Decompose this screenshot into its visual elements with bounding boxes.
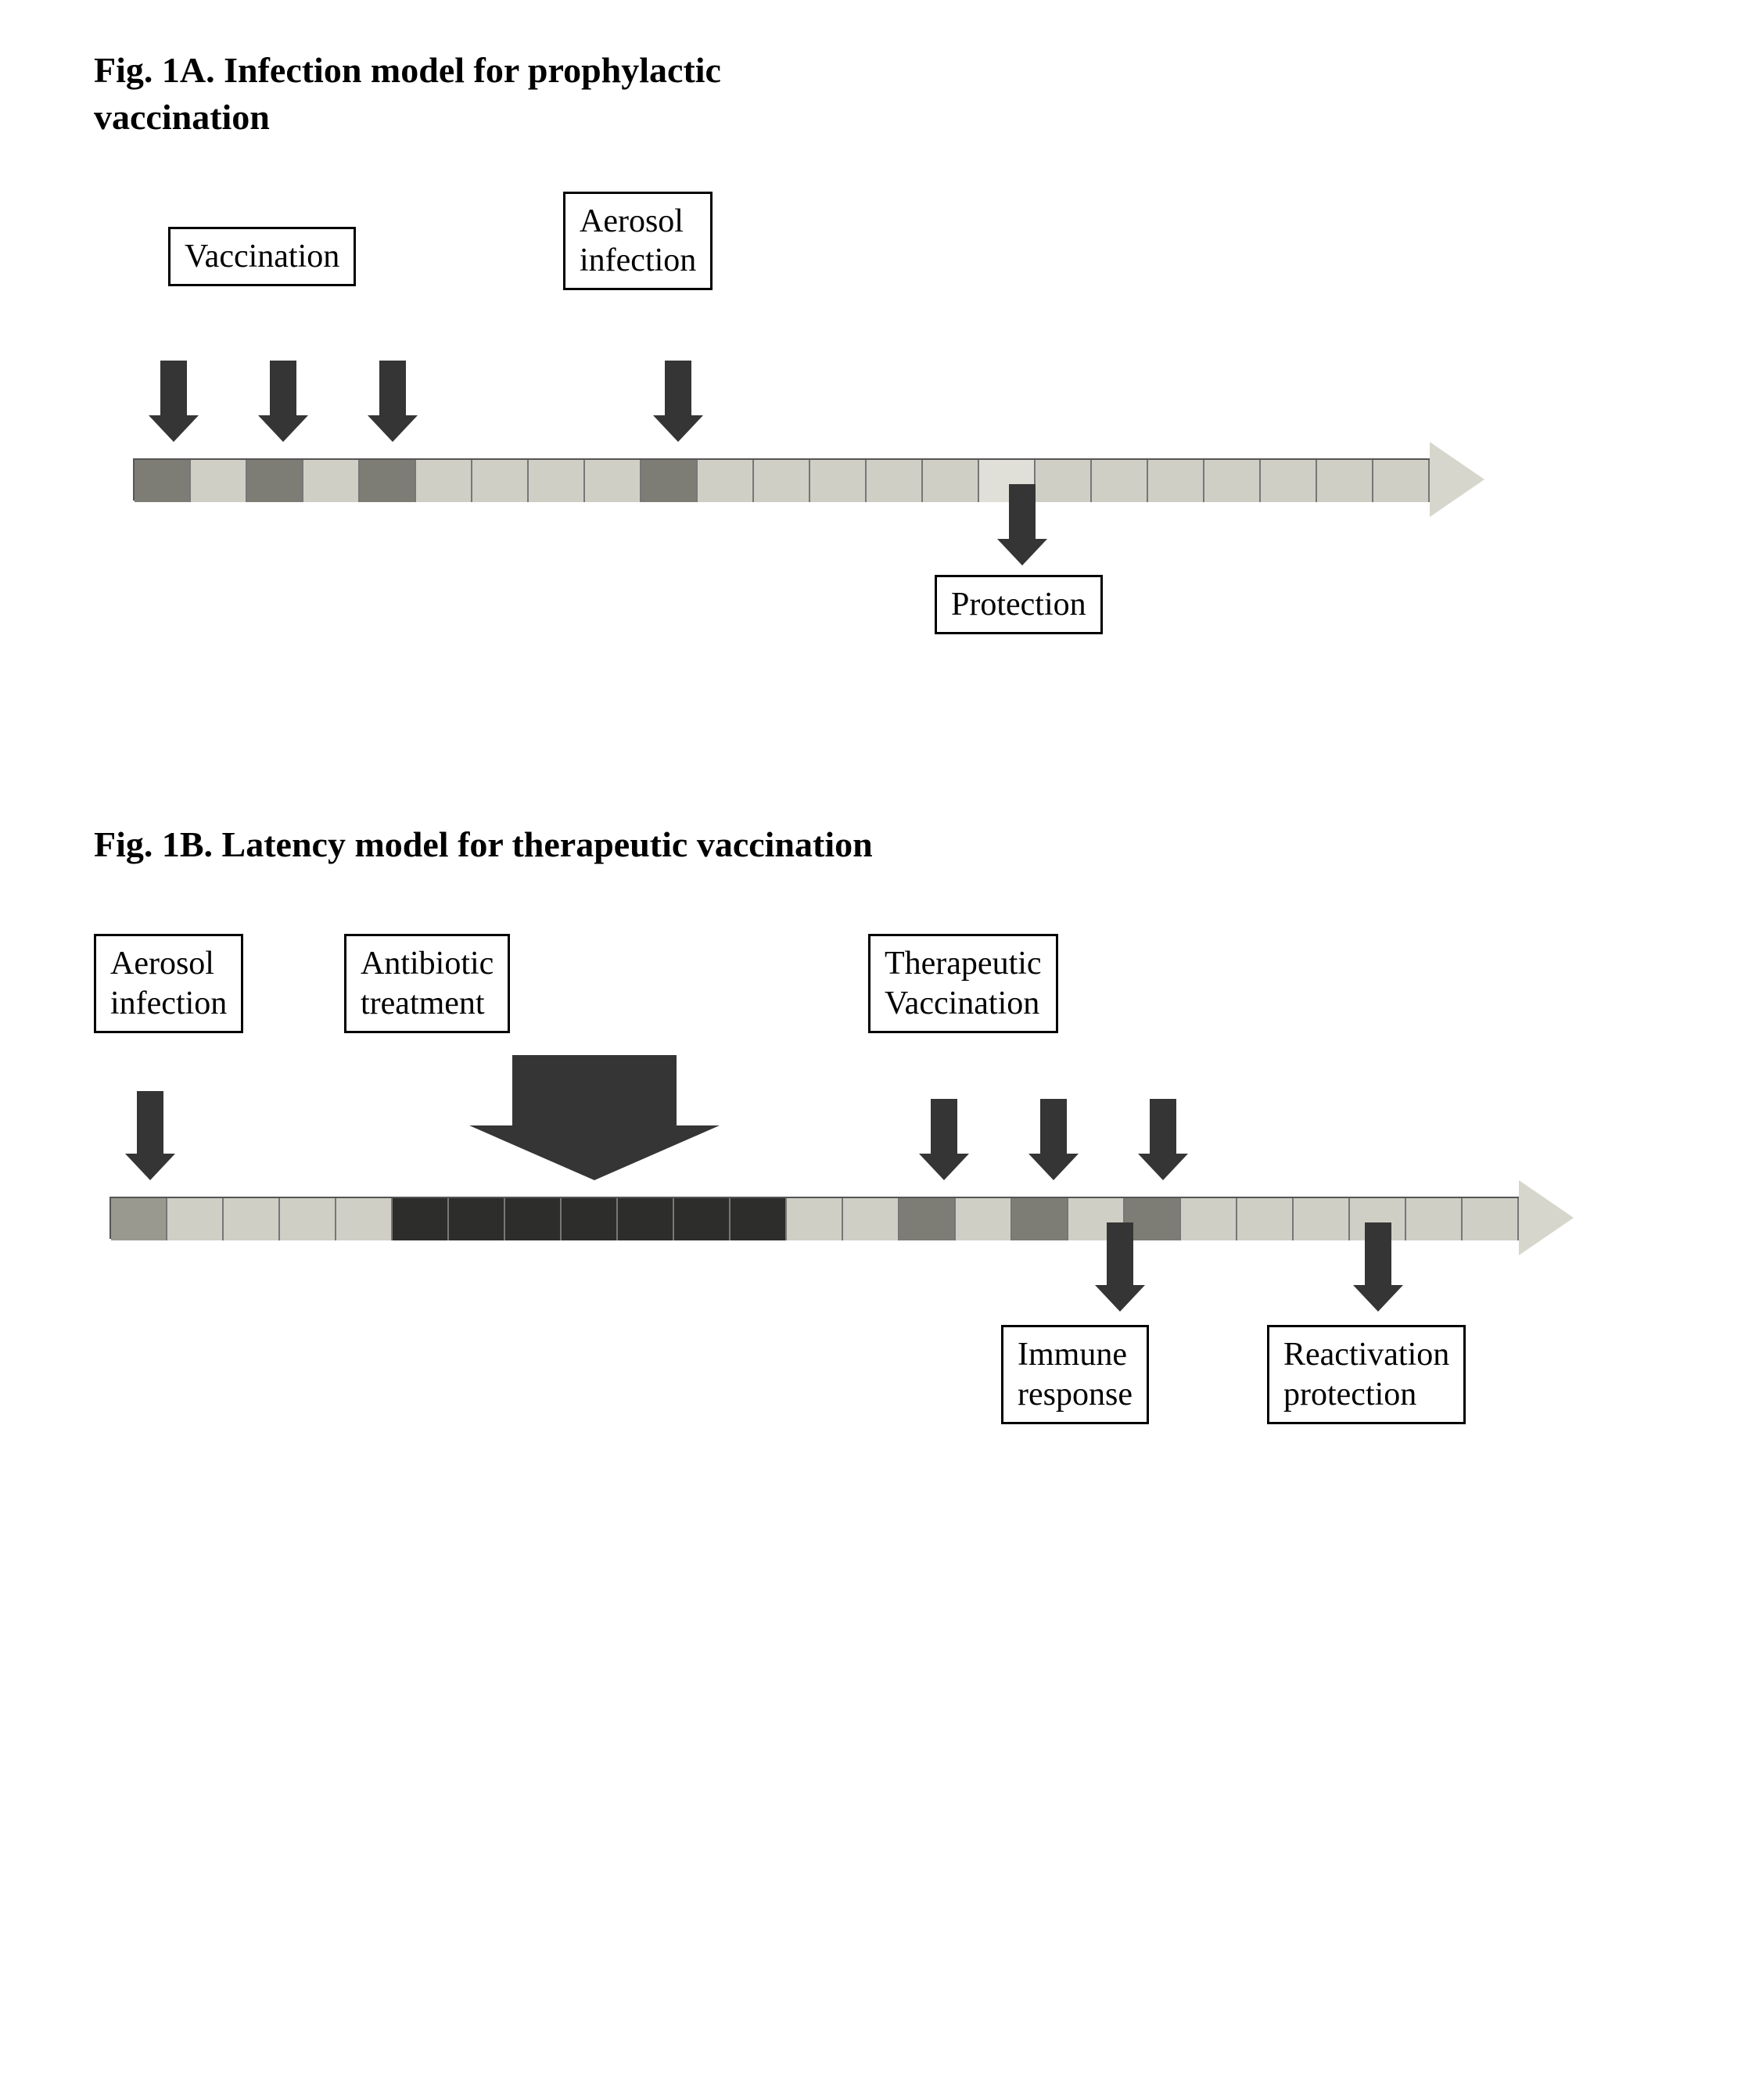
arrow-down-icon	[258, 361, 308, 442]
timeline-cell	[529, 460, 585, 502]
label-immune-response: Immune response	[1001, 1325, 1149, 1424]
label-aerosol-infection-a: Aerosol infection	[563, 192, 713, 291]
label-reactivation-protection: Reactivation protection	[1267, 1325, 1466, 1424]
timeline-cell	[416, 460, 472, 502]
timeline-cell	[843, 1198, 899, 1240]
timeline-cell	[1294, 1198, 1350, 1240]
arrow-down-icon	[125, 1091, 175, 1180]
arrow-down-icon	[149, 361, 199, 442]
timeline-cell	[1373, 460, 1430, 502]
figure-1a-diagram: Vaccination Aerosol infection Protection	[94, 180, 1647, 680]
timeline-cell	[224, 1198, 280, 1240]
timeline-cell	[111, 1198, 167, 1240]
figure-1a: Fig. 1A. Infection model for prophylacti…	[94, 47, 1647, 680]
timeline-cell	[731, 1198, 787, 1240]
timeline-cell	[1463, 1198, 1519, 1240]
timeline-cell	[585, 460, 641, 502]
label-antibiotic-treatment: Antibiotic treatment	[344, 934, 510, 1033]
timeline-cell	[360, 460, 416, 502]
label-protection: Protection	[935, 575, 1103, 634]
timeline-cell	[393, 1198, 449, 1240]
timeline-cell	[1092, 460, 1148, 502]
timeline-cell	[787, 1198, 843, 1240]
figure-1a-caption: Fig. 1A. Infection model for prophylacti…	[94, 47, 1647, 141]
timeline-cell	[167, 1198, 224, 1240]
timeline-cell	[618, 1198, 674, 1240]
timeline-cell	[674, 1198, 731, 1240]
timeline-arrowhead-icon	[1519, 1180, 1574, 1255]
timeline-cell	[1012, 1198, 1068, 1240]
timeline-cell	[1204, 460, 1261, 502]
timeline-cell	[956, 1198, 1012, 1240]
label-therapeutic-vaccination: Therapeutic Vaccination	[868, 934, 1058, 1033]
timeline-cell	[1261, 460, 1317, 502]
label-aerosol-infection-b: Aerosol infection	[94, 934, 243, 1033]
timeline-cell	[810, 460, 867, 502]
arrow-down-icon	[1095, 1222, 1145, 1312]
timeline-cell	[1317, 460, 1373, 502]
figure-1b: Fig. 1B. Latency model for therapeutic v…	[94, 821, 1647, 1455]
timeline-cell	[641, 460, 698, 502]
arrow-down-icon	[1028, 1099, 1079, 1180]
timeline-cell	[135, 460, 191, 502]
timeline-cell	[472, 460, 529, 502]
timeline-cell	[505, 1198, 562, 1240]
arrow-down-icon	[1138, 1099, 1188, 1180]
big-arrow-down-icon	[469, 1055, 720, 1180]
arrow-down-icon	[368, 361, 418, 442]
timeline-cell	[899, 1198, 956, 1240]
timeline-cell	[562, 1198, 618, 1240]
timeline-cell	[336, 1198, 393, 1240]
label-vaccination: Vaccination	[168, 227, 356, 286]
figure-1b-caption: Fig. 1B. Latency model for therapeutic v…	[94, 821, 1647, 868]
timeline-cell	[698, 460, 754, 502]
arrow-down-icon	[653, 361, 703, 442]
timeline-arrowhead-icon	[1430, 442, 1484, 517]
timeline-cell	[1181, 1198, 1237, 1240]
timeline-cell	[1237, 1198, 1294, 1240]
figure-1a-timeline	[133, 442, 1484, 517]
timeline-cell	[449, 1198, 505, 1240]
timeline-cell	[303, 460, 360, 502]
arrow-down-icon	[1353, 1222, 1403, 1312]
timeline-cell	[1406, 1198, 1463, 1240]
timeline-cell	[754, 460, 810, 502]
arrow-down-icon	[919, 1099, 969, 1180]
timeline-cell	[867, 460, 923, 502]
timeline-cell	[280, 1198, 336, 1240]
figure-1b-diagram: Aerosol infection Antibiotic treatment T…	[94, 906, 1647, 1454]
timeline-cell	[1148, 460, 1204, 502]
timeline-cell	[247, 460, 303, 502]
timeline-cell	[923, 460, 979, 502]
arrow-down-icon	[997, 484, 1047, 565]
timeline-cell	[191, 460, 247, 502]
